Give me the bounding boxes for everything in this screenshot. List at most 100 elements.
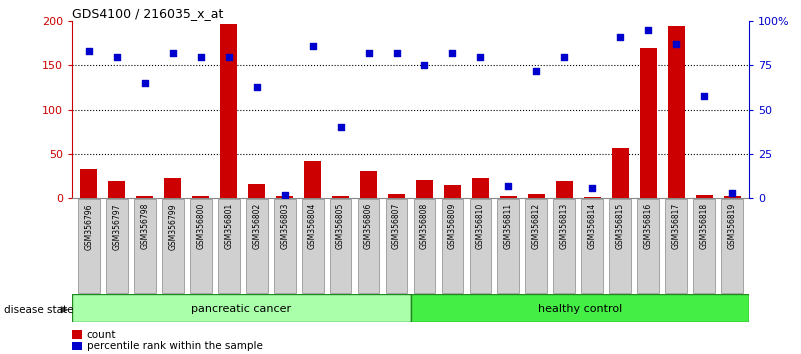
FancyBboxPatch shape bbox=[385, 199, 408, 293]
Text: disease state: disease state bbox=[4, 305, 74, 315]
Text: GSM356815: GSM356815 bbox=[616, 203, 625, 249]
Text: percentile rank within the sample: percentile rank within the sample bbox=[87, 341, 263, 351]
Text: GSM356805: GSM356805 bbox=[336, 203, 345, 250]
Point bbox=[390, 50, 403, 56]
Point bbox=[614, 34, 626, 40]
Point bbox=[586, 185, 598, 190]
Bar bbox=[668, 26, 685, 198]
Text: count: count bbox=[87, 330, 116, 339]
Bar bbox=[472, 178, 489, 198]
Point bbox=[726, 190, 739, 196]
Point bbox=[418, 63, 431, 68]
Point bbox=[502, 183, 515, 189]
Bar bbox=[410, 294, 749, 322]
Bar bbox=[444, 185, 461, 198]
Text: GSM356818: GSM356818 bbox=[700, 203, 709, 249]
FancyBboxPatch shape bbox=[469, 199, 491, 293]
Text: GSM356796: GSM356796 bbox=[84, 203, 94, 250]
Point bbox=[698, 93, 710, 98]
Point bbox=[362, 50, 375, 56]
Bar bbox=[248, 184, 265, 198]
FancyBboxPatch shape bbox=[218, 199, 239, 293]
FancyBboxPatch shape bbox=[358, 199, 380, 293]
Bar bbox=[360, 171, 377, 198]
Point bbox=[670, 41, 682, 47]
Bar bbox=[500, 195, 517, 198]
Text: GSM356813: GSM356813 bbox=[560, 203, 569, 249]
Text: GSM356800: GSM356800 bbox=[196, 203, 205, 250]
Bar bbox=[696, 195, 713, 198]
Text: GSM356798: GSM356798 bbox=[140, 203, 149, 250]
Text: GSM356810: GSM356810 bbox=[476, 203, 485, 249]
FancyBboxPatch shape bbox=[497, 199, 519, 293]
FancyBboxPatch shape bbox=[246, 199, 268, 293]
FancyBboxPatch shape bbox=[274, 199, 296, 293]
Bar bbox=[724, 196, 741, 198]
FancyBboxPatch shape bbox=[413, 199, 436, 293]
FancyBboxPatch shape bbox=[638, 199, 659, 293]
Text: GDS4100 / 216035_x_at: GDS4100 / 216035_x_at bbox=[72, 7, 223, 20]
FancyBboxPatch shape bbox=[553, 199, 575, 293]
Point bbox=[474, 54, 487, 59]
Text: GSM356819: GSM356819 bbox=[727, 203, 737, 249]
Point bbox=[250, 84, 263, 90]
Text: GSM356799: GSM356799 bbox=[168, 203, 177, 250]
FancyBboxPatch shape bbox=[190, 199, 211, 293]
Text: GSM356811: GSM356811 bbox=[504, 203, 513, 249]
Point bbox=[530, 68, 543, 74]
Text: GSM356804: GSM356804 bbox=[308, 203, 317, 250]
FancyBboxPatch shape bbox=[721, 199, 743, 293]
FancyBboxPatch shape bbox=[162, 199, 183, 293]
Text: GSM356817: GSM356817 bbox=[672, 203, 681, 249]
Point bbox=[111, 54, 123, 59]
FancyBboxPatch shape bbox=[441, 199, 463, 293]
Text: GSM356809: GSM356809 bbox=[448, 203, 457, 250]
Bar bbox=[388, 194, 405, 198]
Bar bbox=[332, 196, 349, 198]
FancyBboxPatch shape bbox=[106, 199, 127, 293]
Point bbox=[83, 48, 95, 54]
Point bbox=[195, 54, 207, 59]
Point bbox=[167, 50, 179, 56]
Bar bbox=[416, 180, 433, 198]
Bar bbox=[640, 48, 657, 198]
FancyBboxPatch shape bbox=[525, 199, 547, 293]
FancyBboxPatch shape bbox=[134, 199, 155, 293]
Bar bbox=[136, 195, 153, 198]
Bar bbox=[220, 24, 237, 198]
FancyBboxPatch shape bbox=[302, 199, 324, 293]
Text: GSM356806: GSM356806 bbox=[364, 203, 373, 250]
Point bbox=[139, 80, 151, 86]
FancyBboxPatch shape bbox=[666, 199, 687, 293]
Point bbox=[642, 27, 654, 33]
Text: GSM356803: GSM356803 bbox=[280, 203, 289, 250]
Text: healthy control: healthy control bbox=[537, 304, 622, 314]
Text: GSM356808: GSM356808 bbox=[420, 203, 429, 249]
FancyBboxPatch shape bbox=[610, 199, 631, 293]
Bar bbox=[80, 169, 97, 198]
Text: GSM356797: GSM356797 bbox=[112, 203, 121, 250]
Point bbox=[558, 54, 571, 59]
FancyBboxPatch shape bbox=[694, 199, 715, 293]
Bar bbox=[612, 148, 629, 198]
Text: GSM356814: GSM356814 bbox=[588, 203, 597, 249]
Bar bbox=[192, 196, 209, 198]
FancyBboxPatch shape bbox=[582, 199, 603, 293]
Bar bbox=[556, 181, 573, 198]
Bar bbox=[528, 194, 545, 198]
Point bbox=[223, 54, 235, 59]
FancyBboxPatch shape bbox=[330, 199, 352, 293]
Point bbox=[446, 50, 459, 56]
Text: GSM356807: GSM356807 bbox=[392, 203, 401, 250]
FancyBboxPatch shape bbox=[78, 199, 100, 293]
Text: GSM356801: GSM356801 bbox=[224, 203, 233, 249]
Bar bbox=[108, 181, 125, 198]
Bar bbox=[164, 178, 181, 198]
Point bbox=[306, 43, 319, 49]
Bar bbox=[72, 294, 410, 322]
Text: GSM356812: GSM356812 bbox=[532, 203, 541, 249]
Point bbox=[278, 192, 291, 198]
Text: pancreatic cancer: pancreatic cancer bbox=[191, 304, 292, 314]
Point bbox=[334, 125, 347, 130]
Text: GSM356816: GSM356816 bbox=[644, 203, 653, 249]
